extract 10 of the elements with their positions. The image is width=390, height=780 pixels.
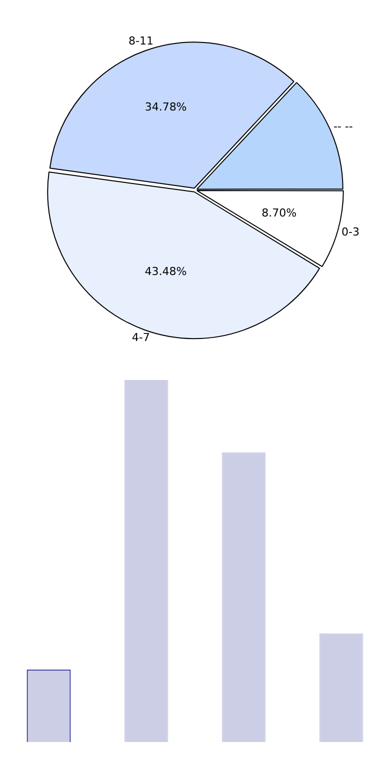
bar — [222, 452, 266, 742]
data-label: 43.48% — [144, 265, 187, 278]
slice-label: 0-3 — [342, 225, 360, 238]
slice-label: 8-11 — [128, 34, 154, 48]
slice-label: 4-7 — [132, 331, 150, 344]
slice-label: -- -- — [333, 120, 353, 134]
data-label: 8.70% — [262, 206, 297, 220]
data-label: 34.78% — [144, 100, 187, 114]
bar — [319, 633, 364, 742]
bar — [124, 380, 168, 742]
